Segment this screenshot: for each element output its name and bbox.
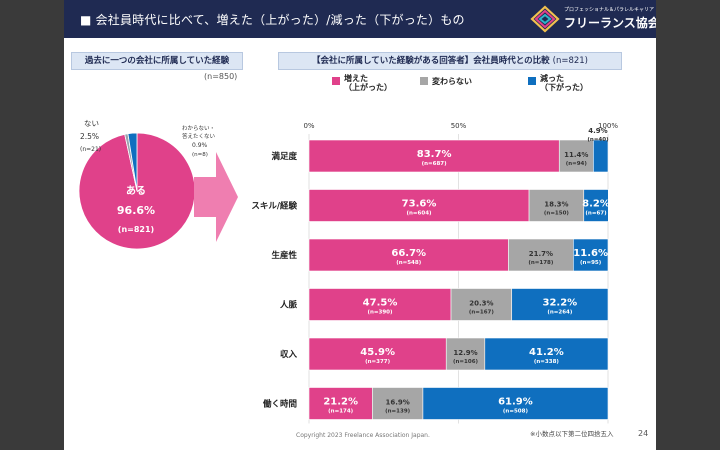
category-label: スキル/経験	[251, 201, 297, 212]
data-label: 32.2%	[543, 298, 578, 309]
data-n-label: (n=167)	[469, 310, 495, 316]
category-label: 満足度	[271, 151, 297, 162]
pie-label-no: ない	[84, 119, 99, 128]
left-section-heading: 過去に一つの会社に所属していた経験	[71, 52, 243, 70]
pie-label-yes: ある	[126, 184, 146, 197]
logo-tagline: プロフェッショナル＆パラレルキャリア	[564, 7, 655, 13]
data-label: 83.7%	[417, 149, 452, 160]
data-n-label: (n=508)	[503, 409, 529, 415]
data-n-label: (n=150)	[544, 211, 570, 217]
pie-percent-unknown: 0.9%	[192, 142, 208, 149]
left-n-label: (n=850)	[204, 72, 238, 81]
footnote: ※小数点以下第二位四捨五入	[530, 430, 614, 438]
data-n-label: (n=178)	[528, 260, 554, 266]
data-n-label: (n=264)	[547, 310, 573, 316]
bar-segment	[593, 139, 609, 173]
pie-label-unknown-2: 答えたくない	[182, 134, 216, 140]
data-n-label: (n=106)	[453, 359, 479, 365]
pie-chart: ある 96.6% (n=821)	[78, 132, 196, 250]
logo-name: フリーランス協会	[564, 16, 656, 30]
x-tick-label: 100%	[598, 122, 618, 130]
data-label: 11.4%	[564, 151, 588, 159]
legend-same: 変わらない	[432, 77, 472, 86]
bar-segment	[372, 387, 424, 420]
data-label: 11.6%	[573, 248, 608, 259]
data-label: 21.7%	[529, 250, 553, 258]
bar-segment	[308, 288, 452, 321]
category-label: 収入	[280, 349, 298, 360]
pie-percent-no: 2.5%	[80, 132, 100, 141]
bar-segment	[508, 238, 574, 272]
category-label: 人脈	[280, 300, 298, 311]
data-label: 4.9%	[588, 127, 607, 135]
right-section-heading: 【会社に所属していた経験がある回答者】会社員時代との比較 (n=821)	[278, 52, 622, 70]
data-n-label: (n=139)	[385, 409, 411, 415]
data-n-label: (n=67)	[585, 211, 607, 217]
bar-segment	[583, 189, 609, 222]
x-tick-label: 50%	[451, 122, 467, 130]
page-number: 24	[638, 429, 649, 438]
slide-header: ■ 会社員時代に比べて、増えた（上がった）/減った（下がった）もの プロフェッシ…	[64, 0, 656, 38]
data-n-label: (n=338)	[534, 359, 560, 365]
pie-label-unknown-1: わからない・	[182, 126, 216, 132]
data-label: 16.9%	[386, 399, 410, 407]
right-n-label: (n=821)	[552, 56, 588, 66]
bar-segment	[308, 238, 509, 272]
legend-swatch-same	[420, 77, 428, 85]
data-label: 45.9%	[360, 347, 395, 358]
data-n-label: (n=548)	[396, 260, 422, 266]
category-label: 働く時間	[262, 399, 297, 410]
legend-swatch-decrease	[528, 77, 536, 85]
bar-segment	[558, 139, 594, 173]
arrow-right-icon	[194, 152, 238, 242]
data-n-label: (n=94)	[566, 161, 588, 167]
data-n-label: (n=377)	[365, 359, 391, 365]
legend-swatch-increase	[332, 77, 340, 85]
bar-segment	[484, 337, 609, 371]
slide-title: ■ 会社員時代に比べて、増えた（上がった）/減った（下がった）もの	[80, 13, 465, 27]
data-label: 47.5%	[363, 298, 398, 309]
data-label: 21.2%	[323, 397, 358, 408]
bar-segment	[573, 238, 609, 272]
bar-segment	[308, 337, 447, 371]
logo-mark-icon	[530, 5, 560, 33]
data-n-label: (n=40)	[587, 137, 609, 143]
data-label: 18.3%	[544, 201, 568, 209]
copyright: Copyright 2023 Freelance Association Jap…	[296, 432, 430, 439]
pie-percent-yes: 96.6%	[117, 204, 155, 217]
pie-slice	[127, 132, 138, 192]
bar-segment	[528, 189, 585, 222]
data-label: 41.2%	[529, 347, 564, 358]
bar-segment	[308, 189, 530, 222]
data-label: 8.2%	[582, 199, 610, 210]
data-label: 20.3%	[469, 300, 493, 308]
data-label: 66.7%	[391, 248, 426, 259]
bar-segment	[511, 288, 609, 321]
pie-n-yes: (n=821)	[118, 225, 154, 234]
bar-segment	[445, 337, 486, 371]
bar-segment	[450, 288, 513, 321]
bar-segment	[422, 387, 609, 420]
logo: プロフェッショナル＆パラレルキャリア フリーランス協会	[528, 5, 656, 33]
legend-decrease: 減った （下がった）	[540, 74, 588, 92]
data-n-label: (n=687)	[422, 161, 448, 167]
pie-n-unknown: (n=8)	[192, 152, 208, 158]
category-label: 生産性	[271, 250, 297, 261]
legend-increase: 増えた （上がった）	[344, 74, 392, 92]
data-label: 12.9%	[453, 349, 477, 357]
x-tick-label: 0%	[303, 122, 314, 130]
data-label: 73.6%	[402, 199, 437, 210]
data-n-label: (n=95)	[580, 260, 602, 266]
data-n-label: (n=174)	[328, 409, 354, 415]
data-n-label: (n=390)	[367, 310, 393, 316]
data-n-label: (n=604)	[407, 211, 433, 217]
pie-n-no: (n=21)	[80, 146, 102, 153]
data-label: 61.9%	[498, 397, 533, 408]
slide: ■ 会社員時代に比べて、増えた（上がった）/減った（下がった）もの プロフェッシ…	[64, 0, 656, 450]
right-heading-text: 【会社に所属していた経験がある回答者】会社員時代との比較	[311, 56, 550, 66]
